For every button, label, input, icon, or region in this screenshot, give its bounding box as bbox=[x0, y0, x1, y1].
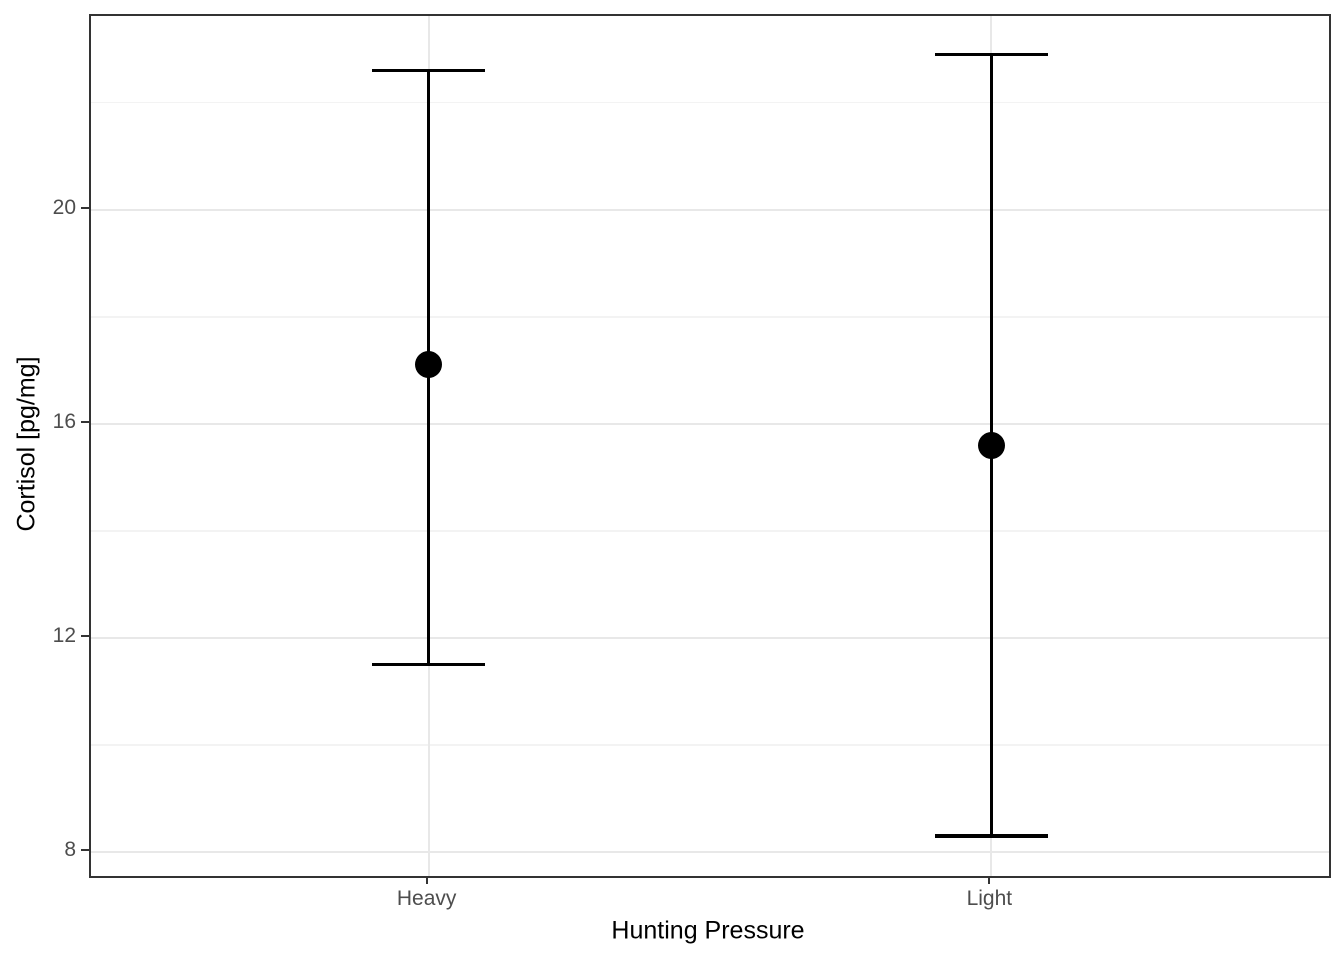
error-bar-cap-lower-light bbox=[934, 834, 1048, 838]
y-tick-mark bbox=[81, 420, 89, 423]
x-axis-title: Hunting Pressure bbox=[611, 916, 805, 945]
gridline-major-horizontal bbox=[91, 636, 1329, 639]
y-tick-label: 20 bbox=[52, 196, 76, 220]
plot-panel bbox=[89, 14, 1331, 878]
x-tick-label: Light bbox=[966, 887, 1013, 910]
mean-point-light bbox=[977, 431, 1005, 459]
error-bar-cap-upper-heavy bbox=[372, 68, 486, 73]
gridline-minor-horizontal bbox=[91, 101, 1329, 104]
y-tick-mark bbox=[81, 634, 89, 637]
y-axis-title: Cortisol [pg/mg] bbox=[12, 356, 41, 532]
y-tick-label: 12 bbox=[52, 624, 76, 648]
error-bar-cap-upper-light bbox=[934, 52, 1048, 57]
gridline-major-horizontal bbox=[91, 422, 1329, 425]
y-tick-mark bbox=[81, 848, 89, 851]
mean-point-heavy bbox=[415, 351, 443, 379]
gridline-minor-horizontal bbox=[91, 316, 1329, 318]
y-tick-mark bbox=[81, 206, 89, 209]
error-bar-cap-lower-heavy bbox=[372, 662, 486, 667]
gridline-minor-horizontal bbox=[91, 530, 1329, 532]
gridline-major-horizontal bbox=[91, 850, 1329, 853]
x-tick-mark bbox=[988, 876, 991, 884]
x-tick-mark bbox=[425, 876, 428, 884]
gridline-minor-horizontal bbox=[91, 744, 1329, 746]
x-tick-label: Heavy bbox=[396, 887, 457, 910]
y-tick-label: 8 bbox=[64, 838, 76, 862]
y-tick-label: 16 bbox=[52, 410, 76, 434]
gridline-major-horizontal bbox=[91, 208, 1329, 211]
